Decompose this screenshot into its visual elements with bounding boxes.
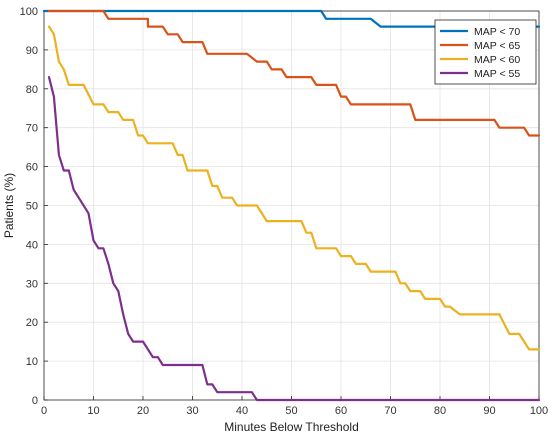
- x-tick-label: 70: [384, 405, 396, 417]
- x-tick-label: 40: [236, 405, 248, 417]
- series-lines: [42, 9, 541, 402]
- y-tick-label: 60: [26, 162, 38, 174]
- x-tick-label: 60: [335, 405, 347, 417]
- y-tick-label: 90: [26, 45, 38, 57]
- axis-ticks: 0 10 20 30 40 50 60 70 80 90 100 0 10 20 30 40 50 60 70 80 9…: [20, 6, 549, 417]
- y-axis-title: Patients (%): [2, 173, 16, 238]
- legend-label: MAP < 60: [474, 54, 520, 66]
- x-tick-label: 30: [186, 405, 198, 417]
- x-tick-label: 50: [285, 405, 297, 417]
- series-line-4: [47, 75, 541, 402]
- y-tick-label: 80: [26, 84, 38, 96]
- series-line-2: [47, 9, 541, 137]
- y-tick-label: 100: [20, 6, 38, 18]
- x-tick-label: 100: [530, 405, 548, 417]
- y-tick-label: 70: [26, 123, 38, 135]
- y-tick-label: 30: [26, 278, 38, 290]
- legend-label: MAP < 65: [474, 40, 520, 52]
- x-axis-title: Minutes Below Threshold: [224, 420, 359, 434]
- series-line-3: [47, 25, 541, 351]
- legend: MAP < 70 MAP < 65 MAP < 60 MAP < 55: [434, 19, 537, 85]
- y-tick-label: 10: [26, 356, 38, 368]
- legend-label: MAP < 70: [474, 26, 520, 38]
- legend-label: MAP < 55: [474, 68, 520, 80]
- x-tick-label: 80: [434, 405, 446, 417]
- x-tick-label: 20: [137, 405, 149, 417]
- y-tick-label: 40: [26, 239, 38, 251]
- y-tick-label: 50: [26, 201, 38, 213]
- x-tick-label: 0: [41, 405, 47, 417]
- y-tick-label: 20: [26, 317, 38, 329]
- x-tick-label: 10: [87, 405, 99, 417]
- y-tick-label: 0: [32, 395, 38, 407]
- x-tick-label: 90: [483, 405, 495, 417]
- series-line-1: [42, 9, 541, 28]
